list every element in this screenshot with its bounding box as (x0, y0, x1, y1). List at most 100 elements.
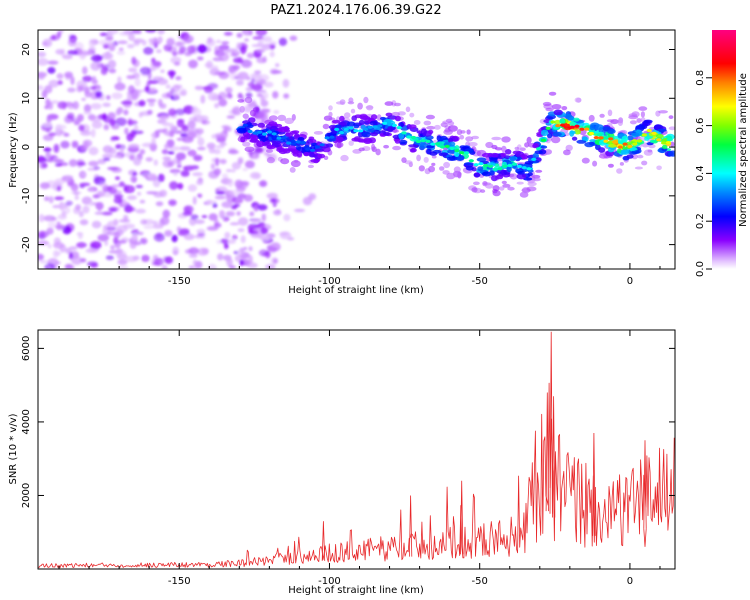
noise-speckle (237, 217, 249, 226)
ridge-peak-cell (555, 124, 561, 128)
noise-speckle (38, 155, 47, 164)
ridge-cell (505, 149, 512, 155)
ridge-peak-cell (411, 135, 417, 140)
colorbar-label: Normalized spectral amplitude (738, 73, 749, 227)
ridge-cell (569, 130, 576, 135)
noise-speckle (212, 202, 218, 208)
ridge-cell (398, 139, 408, 145)
noise-speckle (187, 165, 197, 170)
noise-speckle (160, 216, 170, 226)
noise-speckle (171, 234, 178, 243)
ridge-peak-cell (362, 127, 369, 131)
noise-speckle (82, 139, 93, 147)
ridge-peak-cell (636, 139, 643, 143)
noise-speckle (100, 66, 108, 75)
noise-speckle (144, 86, 150, 92)
noise-speckle (54, 196, 65, 201)
ridge-halo-speckle (607, 109, 613, 117)
spectrogram-y-tick-label: 20 (21, 43, 32, 56)
noise-speckle (111, 184, 122, 188)
ridge-peak-cell (584, 127, 590, 131)
noise-speckle (159, 189, 167, 198)
noise-speckle (237, 157, 244, 165)
noise-speckle (175, 76, 182, 81)
ridge-cell (353, 136, 361, 142)
ridge-peak-cell (314, 145, 320, 149)
ridge-halo-speckle (284, 117, 295, 125)
colorbar: 0.0 0.2 0.4 0.6 0.8 Normalized spectral ampl… (695, 30, 749, 277)
noise-speckle (195, 260, 203, 269)
ridge-halo-speckle (242, 141, 251, 147)
ridge-halo-speckle (416, 154, 421, 162)
noise-speckle (283, 213, 291, 222)
snr-peaks (321, 331, 647, 561)
noise-speckle (90, 54, 103, 62)
noise-speckle (226, 115, 235, 119)
noise-speckle (89, 115, 102, 122)
noise-speckle (131, 56, 137, 65)
ridge-cell (584, 142, 595, 148)
spectrogram-y-tick-label: -20 (21, 236, 32, 252)
ridge-cell (500, 152, 507, 157)
noise-speckle (271, 70, 282, 74)
ridge-halo-speckle (545, 107, 554, 112)
ridge-peak-cell (449, 146, 455, 151)
noise-speckle (199, 235, 206, 239)
noise-speckle (56, 185, 62, 192)
noise-speckle (38, 214, 45, 223)
spectrogram-y-axis-label: Frequency (Hz) (8, 112, 19, 188)
noise-speckle (215, 157, 220, 167)
ridge-cell (331, 130, 338, 134)
noise-speckle (71, 140, 79, 149)
ridge-halo-speckle (491, 136, 502, 141)
ridge-peak-cell (252, 131, 258, 135)
noise-speckle (256, 93, 263, 97)
noise-speckle (145, 157, 153, 162)
noise-speckle (153, 254, 159, 259)
noise-speckle (72, 101, 80, 110)
ridge-cell (339, 115, 345, 122)
noise-speckle (206, 200, 217, 204)
snr-peak (549, 331, 553, 514)
ridge-halo-speckle (237, 99, 245, 103)
noise-speckle (109, 227, 121, 231)
noise-speckle (248, 230, 259, 235)
noise-speckle (71, 256, 83, 265)
ridge-peak-cell (473, 163, 479, 167)
ridge-cell (569, 121, 577, 127)
noise-speckle (250, 218, 262, 224)
noise-speckle (197, 232, 206, 237)
noise-speckle (151, 41, 161, 45)
noise-speckle (115, 176, 120, 180)
noise-speckle (259, 180, 268, 188)
noise-speckle (106, 41, 114, 47)
noise-speckle (84, 91, 92, 98)
ridge-cell (589, 124, 595, 131)
ridge-peak-cell (550, 120, 556, 124)
ridge-halo-speckle (393, 102, 401, 107)
ridge-peak-cell (468, 159, 474, 163)
noise-speckle (208, 83, 219, 88)
noise-speckle (103, 157, 111, 161)
ridge-cell (446, 156, 456, 161)
noise-speckle (80, 144, 87, 152)
ridge-halo-speckle (244, 146, 255, 152)
ridge-peak-cell (310, 148, 316, 152)
noise-speckle (57, 162, 69, 166)
noise-speckle (109, 118, 116, 127)
noise-speckle (169, 181, 179, 190)
ridge-cell (394, 115, 401, 122)
noise-speckle (66, 112, 75, 120)
noise-speckle (118, 47, 124, 51)
ridge-cell (465, 166, 474, 171)
ridge-peak-cell (617, 145, 623, 149)
ridge-cell (266, 145, 276, 150)
ridge-cell (643, 119, 653, 124)
noise-speckle (195, 128, 204, 135)
noise-speckle (258, 249, 269, 257)
ridge-halo-speckle (405, 106, 411, 113)
noise-speckle (81, 172, 87, 177)
ridge-halo-speckle (340, 154, 349, 162)
noise-speckle (45, 151, 51, 159)
noise-speckle (187, 120, 196, 129)
